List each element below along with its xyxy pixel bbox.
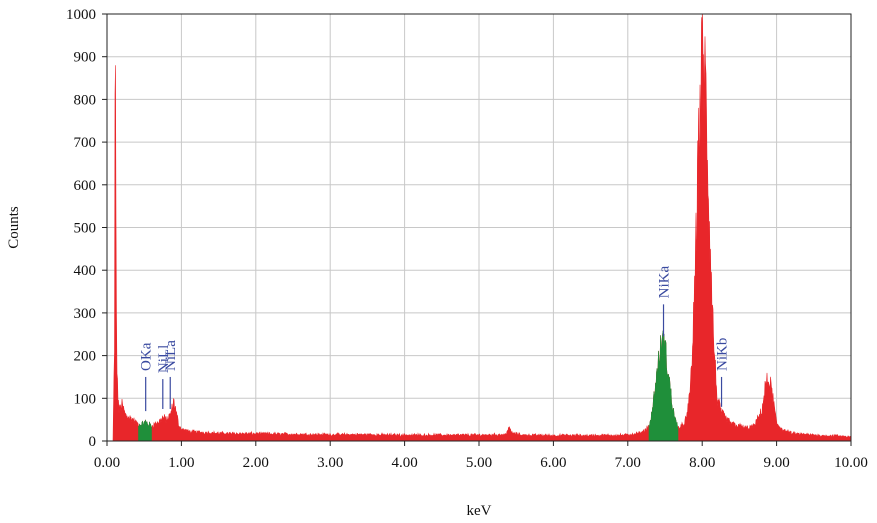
x-tick-label: 2.00 (243, 455, 269, 471)
axis-ticks (102, 13, 852, 446)
roi-region-area (648, 330, 679, 442)
x-tick-label: 0.00 (94, 455, 120, 471)
y-tick-label: 800 (74, 92, 97, 108)
x-tick-label: 1.00 (168, 455, 194, 471)
y-tick-label: 200 (74, 349, 97, 365)
x-tick-label: 5.00 (466, 455, 492, 471)
y-tick-label: 600 (74, 178, 97, 194)
grid-lines (106, 13, 852, 442)
roi-region-area (138, 419, 152, 442)
x-tick-labels: 0.00 1.00 2.00 3.00 4.00 5.00 6.00 7.00 8.00 9.00… (94, 455, 868, 471)
y-axis-title: Counts (6, 206, 22, 249)
spectrum-area (112, 13, 852, 442)
x-tick-label: 7.00 (615, 455, 641, 471)
peak-label: NiKa (657, 266, 673, 299)
x-tick-label: 9.00 (763, 455, 789, 471)
y-tick-label: 500 (74, 221, 97, 237)
x-tick-label: 3.00 (317, 455, 343, 471)
y-tick-label: 1000 (66, 7, 96, 23)
y-tick-label: 400 (74, 263, 97, 279)
highlighted-regions (138, 330, 679, 442)
peak-label: NiKb (715, 338, 731, 371)
peak-label: NiLl (156, 345, 172, 373)
spectrum-series-area (112, 13, 852, 442)
peak-label: OKa (139, 342, 155, 371)
y-tick-label: 100 (74, 391, 97, 407)
y-tick-label: 300 (74, 306, 97, 322)
x-tick-label: 6.00 (540, 455, 566, 471)
peak-markers (145, 304, 723, 412)
y-tick-label: 700 (74, 135, 97, 151)
x-tick-label: 8.00 (689, 455, 715, 471)
y-tick-labels: 0 100 200 300 400 500 600 700 800 900 1000 (66, 7, 96, 450)
y-tick-label: 900 (74, 50, 97, 66)
peak-label: NiLa (163, 340, 179, 371)
y-tick-label: 0 (89, 434, 97, 450)
x-axis-title: keV (467, 503, 492, 519)
x-tick-label: 4.00 (391, 455, 417, 471)
x-tick-label: 10.00 (834, 455, 868, 471)
